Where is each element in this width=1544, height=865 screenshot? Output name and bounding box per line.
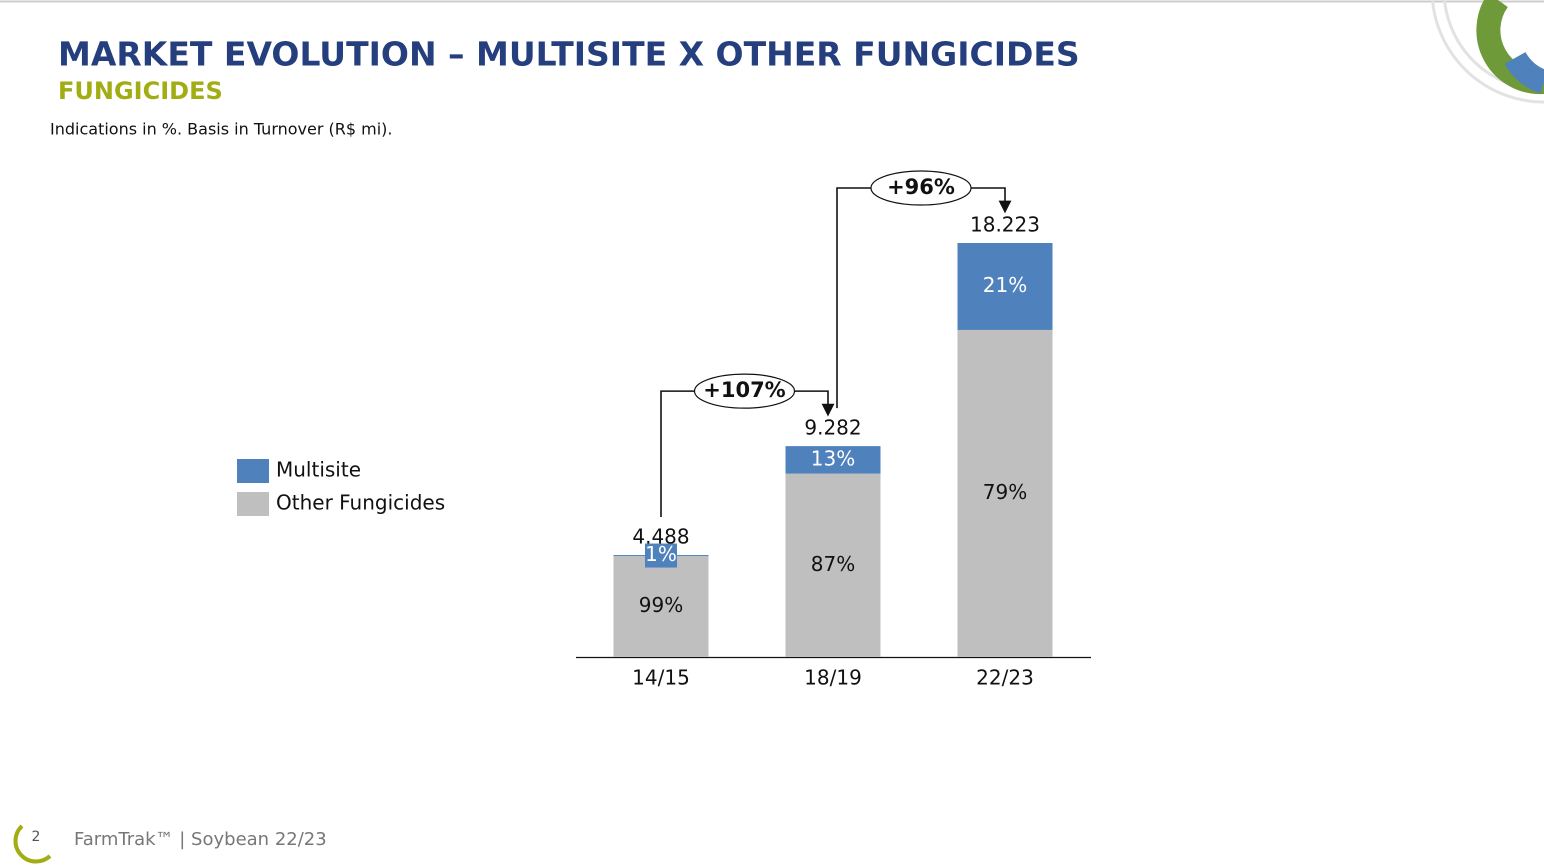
- segment-label: 1%: [645, 542, 677, 566]
- growth-label: +107%: [703, 378, 785, 402]
- x-tick-label: 14/15: [632, 666, 690, 690]
- x-tick-label: 22/23: [976, 666, 1034, 690]
- total-label: 18.223: [970, 213, 1040, 237]
- segment-label: 13%: [811, 446, 855, 470]
- note: Indications in %. Basis in Turnover (R$ …: [50, 120, 393, 139]
- bar-segment: [957, 243, 1053, 330]
- subtitle: FUNGICIDES: [58, 77, 223, 105]
- total-label: 9.282: [804, 416, 861, 440]
- growth-bubble: [870, 170, 972, 206]
- growth-bubble: [693, 373, 796, 409]
- footer-logo: [13, 824, 52, 864]
- page-number: 2: [32, 829, 41, 845]
- footer-text: FarmTrak™ | Soybean 22/23: [74, 829, 327, 850]
- corner-decoration: [1430, 0, 1544, 104]
- x-tick-label: 18/19: [804, 666, 862, 690]
- segment-label: 79%: [983, 480, 1027, 504]
- legend-swatch: [237, 459, 269, 483]
- segment-label: 99%: [639, 593, 683, 617]
- label-bg: [645, 543, 677, 568]
- growth-label: +96%: [887, 175, 955, 199]
- bar-segment: [785, 446, 881, 474]
- bar-segment: [785, 473, 881, 657]
- legend-label: Multisite: [276, 458, 361, 482]
- segment-label: 21%: [983, 273, 1027, 297]
- legend-label: Other Fungicides: [276, 491, 445, 515]
- total-label: 4.488: [632, 525, 689, 549]
- title: MARKET EVOLUTION – MULTISITE X OTHER FUN…: [58, 35, 1080, 74]
- bar-segment: [613, 556, 709, 657]
- legend-swatch: [237, 492, 269, 516]
- bar-segment: [957, 329, 1053, 657]
- segment-label: 87%: [811, 552, 855, 576]
